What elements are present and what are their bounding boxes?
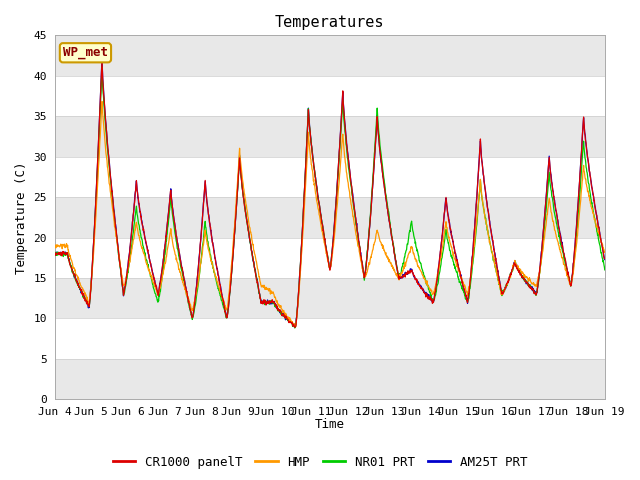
Text: WP_met: WP_met xyxy=(63,46,108,59)
Bar xyxy=(54,278,605,318)
Bar xyxy=(54,318,605,359)
Bar xyxy=(54,238,605,278)
Title: Temperatures: Temperatures xyxy=(275,15,385,30)
Legend: CR1000 panelT, HMP, NR01 PRT, AM25T PRT: CR1000 panelT, HMP, NR01 PRT, AM25T PRT xyxy=(108,451,532,474)
Bar xyxy=(54,76,605,116)
Bar xyxy=(54,197,605,238)
Bar xyxy=(54,156,605,197)
Y-axis label: Temperature (C): Temperature (C) xyxy=(15,161,28,274)
X-axis label: Time: Time xyxy=(315,419,345,432)
Bar xyxy=(54,116,605,156)
Bar xyxy=(54,359,605,399)
Bar xyxy=(54,36,605,76)
